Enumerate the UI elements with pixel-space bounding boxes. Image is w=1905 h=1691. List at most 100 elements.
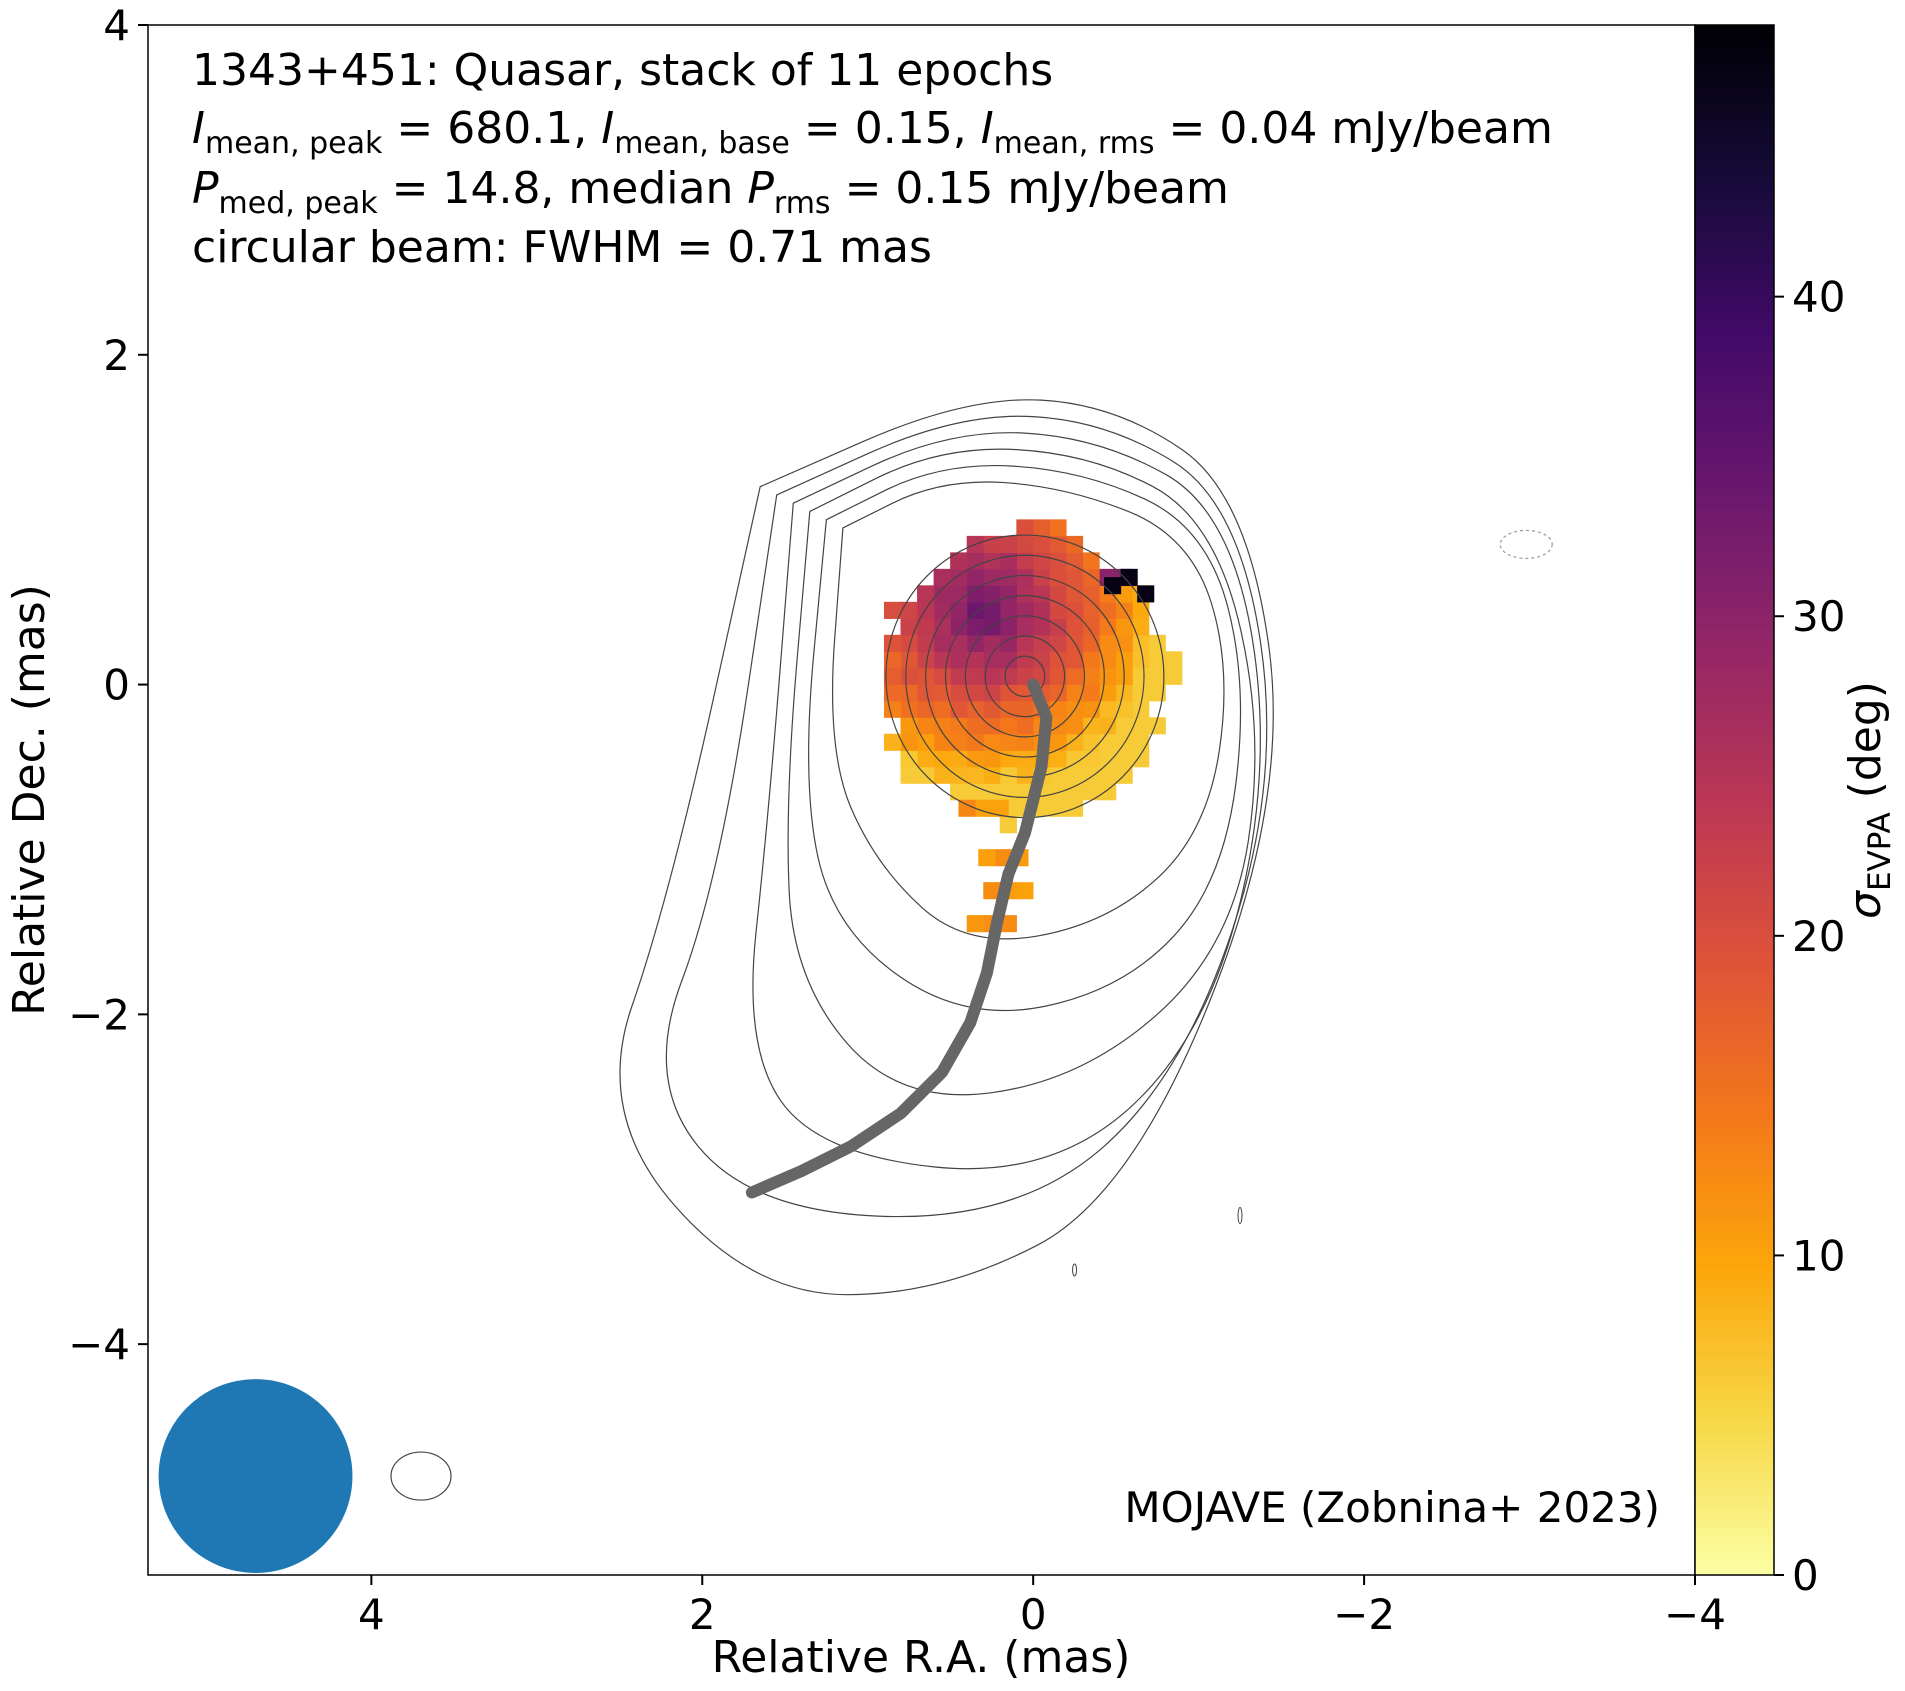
x-tick-label: 2 xyxy=(689,1590,716,1639)
sigma-pixel xyxy=(950,717,968,735)
sigma-pixel xyxy=(900,717,918,735)
y-tick-label: −4 xyxy=(68,1320,130,1369)
sigma-pixel xyxy=(1049,568,1067,586)
x-tick-label: −4 xyxy=(1664,1590,1726,1639)
sigma-pixel xyxy=(917,750,935,768)
y-tick-label: 0 xyxy=(103,661,130,710)
credit-label: MOJAVE (Zobnina+ 2023) xyxy=(1124,1483,1660,1532)
y-tick-label: 2 xyxy=(103,331,130,380)
sigma-pixel xyxy=(1016,717,1034,735)
sigma-pixel xyxy=(983,667,1001,685)
sigma-pixel xyxy=(1016,568,1034,586)
sigma-pixel xyxy=(999,733,1017,751)
sigma-pixel xyxy=(917,651,935,669)
x-axis-ticks: 4 2 0 −2 −4 xyxy=(358,1575,1726,1639)
sigma-pixel xyxy=(978,849,996,867)
sigma-pixel xyxy=(1049,766,1067,784)
contour-line xyxy=(787,448,1256,1096)
sigma-pixel xyxy=(900,651,918,669)
sigma-pixel xyxy=(966,684,984,702)
stokes-i-contours xyxy=(390,399,1553,1501)
annotation-block: 1343+451: Quasar, stack of 11 epochs Ime… xyxy=(192,45,1553,273)
sigma-pixel xyxy=(1016,750,1034,768)
sigma-pixel xyxy=(999,700,1017,718)
sigma-pixel xyxy=(1049,585,1067,603)
sigma-pixel xyxy=(1082,684,1100,702)
sigma-pixel xyxy=(1148,634,1166,652)
sigma-pixel xyxy=(1032,601,1051,619)
sigma-pixel xyxy=(933,601,951,619)
sigma-pixel xyxy=(999,535,1017,553)
sigma-pixel xyxy=(1049,601,1067,619)
sigma-pixel xyxy=(966,667,984,685)
sigma-pixel xyxy=(1049,750,1067,768)
sigma-pixel xyxy=(1016,535,1034,553)
y-tick-label: −2 xyxy=(68,990,130,1039)
sigma-pixel xyxy=(1082,667,1100,685)
sigma-pixel xyxy=(933,585,951,603)
sigma-pixel xyxy=(1148,667,1166,685)
colorbar-tick-label: 40 xyxy=(1792,273,1845,322)
sigma-pixel xyxy=(1082,618,1100,636)
sigma-pixel xyxy=(1099,700,1117,718)
sigma-pixel xyxy=(1032,552,1051,570)
annotation-line-3: Pmed, peak = 14.8, median Prms = 0.15 mJ… xyxy=(192,163,1229,221)
sigma-pixel xyxy=(1132,601,1150,619)
sigma-pixel xyxy=(1115,651,1133,669)
contour-line xyxy=(984,635,1066,718)
sigma-pixel xyxy=(983,601,1001,619)
sigma-pixel xyxy=(966,552,984,570)
sigma-pixel xyxy=(983,750,1001,768)
annotation-line-2: Imean, peak = 680.1, Imean, base = 0.15,… xyxy=(192,103,1553,161)
sigma-pixel xyxy=(966,766,984,784)
sigma-pixel xyxy=(1099,766,1117,784)
sigma-pixel xyxy=(1016,519,1034,537)
sigma-pixel xyxy=(1016,585,1034,603)
sigma-pixel xyxy=(1049,552,1067,570)
y-axis-label: Relative Dec. (mas) xyxy=(4,584,55,1016)
sigma-pixel xyxy=(1082,651,1100,669)
sigma-pixel xyxy=(900,634,918,652)
sigma-pixel xyxy=(883,667,902,685)
colorbar-label: σEVPA (deg) xyxy=(1840,681,1898,919)
sigma-pixel xyxy=(1132,634,1150,652)
sigma-pixel xyxy=(999,684,1017,702)
sigma-pixel xyxy=(1132,700,1150,718)
sigma-pixel xyxy=(1065,618,1084,636)
sigma-pixel xyxy=(1032,634,1051,652)
sigma-pixel xyxy=(883,601,902,619)
sigma-pixel xyxy=(1016,634,1034,652)
colorbar-ticks: 0 10 20 30 40 xyxy=(1774,273,1845,1600)
sigma-pixel xyxy=(1082,601,1100,619)
sigma-pixel xyxy=(1165,667,1183,685)
sigma-pixel xyxy=(1099,634,1117,652)
sigma-pixel xyxy=(1065,783,1084,801)
polarization-sigma-pixels xyxy=(883,519,1183,933)
sigma-pixel xyxy=(1099,733,1117,751)
sigma-pixel xyxy=(1115,618,1133,636)
contour-line xyxy=(944,594,1105,758)
sigma-pixel xyxy=(1065,684,1084,702)
sigma-pixel xyxy=(966,651,984,669)
sigma-pixel xyxy=(999,651,1017,669)
sigma-pixel xyxy=(950,651,968,669)
annotation-line-1: 1343+451: Quasar, stack of 11 epochs xyxy=(192,45,1053,96)
sigma-pixel xyxy=(1099,667,1117,685)
sigma-pixel xyxy=(1099,750,1117,768)
sigma-pixel xyxy=(883,684,902,702)
sigma-pixel xyxy=(983,634,1001,652)
sigma-pixel xyxy=(900,684,918,702)
sigma-pixel xyxy=(1165,651,1183,669)
contour-line xyxy=(905,554,1145,799)
sigma-pixel xyxy=(900,750,918,768)
sigma-pixel xyxy=(950,750,968,768)
sigma-pixel xyxy=(933,750,951,768)
colorbar-tick-label: 10 xyxy=(1792,1231,1845,1280)
sigma-pixel xyxy=(933,700,951,718)
sigma-pixel xyxy=(883,634,902,652)
sigma-pixel xyxy=(1016,618,1034,636)
sigma-pixel xyxy=(966,783,984,801)
sigma-pixel xyxy=(950,783,968,801)
sigma-pixel xyxy=(1016,601,1034,619)
sigma-pixel xyxy=(1132,733,1150,751)
